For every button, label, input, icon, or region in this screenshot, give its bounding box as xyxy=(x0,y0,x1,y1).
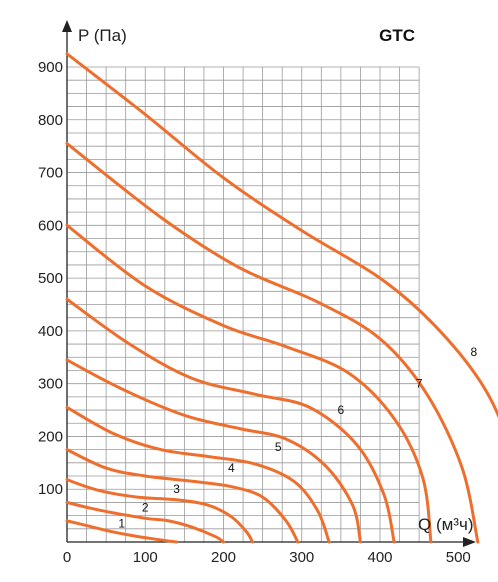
x-tick-label: 300 xyxy=(289,549,314,566)
curve-9 xyxy=(65,142,480,544)
y-tick-label: 200 xyxy=(38,428,63,445)
curve-label-7: 7 xyxy=(416,377,423,391)
x-axis-arrow xyxy=(463,537,476,547)
curve-label-2: 2 xyxy=(142,501,149,515)
x-axis-label: Q (м³ч) xyxy=(418,515,473,534)
curve-4 xyxy=(65,448,300,544)
curve-2 xyxy=(65,500,225,544)
curve-labels: 12345678910 xyxy=(118,345,478,531)
y-tick-label: 900 xyxy=(38,59,63,76)
curve-label-1: 1 xyxy=(118,517,125,531)
curve-label-3: 3 xyxy=(173,482,180,496)
x-tick-label: 400 xyxy=(367,549,392,566)
chart-title: GTC xyxy=(379,26,415,45)
curve-label-8: 8 xyxy=(471,345,478,359)
curve-10 xyxy=(65,52,498,419)
curves xyxy=(65,52,498,544)
curve-label-4: 4 xyxy=(228,461,235,475)
y-axis-arrow xyxy=(62,20,72,32)
x-tick-label: 0 xyxy=(63,549,71,566)
curve-6 xyxy=(65,358,362,544)
curve-label-5: 5 xyxy=(275,440,282,454)
x-tick-label: 500 xyxy=(446,549,471,566)
curve-1 xyxy=(65,519,179,544)
axes xyxy=(62,20,476,547)
curve-8 xyxy=(65,223,433,544)
y-tick-label: 500 xyxy=(38,270,63,287)
curve-5 xyxy=(65,405,331,544)
curve-label-6: 6 xyxy=(338,403,345,417)
y-tick-label: 400 xyxy=(38,323,63,340)
y-axis-label: P (Па) xyxy=(78,26,127,45)
y-tick-label: 700 xyxy=(38,165,63,182)
y-tick-labels: 100 200 300 400 500 600 700 800 900 xyxy=(38,59,63,498)
x-tick-label: 200 xyxy=(211,549,236,566)
x-tick-label: 100 xyxy=(133,549,158,566)
y-tick-label: 600 xyxy=(38,217,63,234)
y-tick-label: 300 xyxy=(38,376,63,393)
y-tick-label: 100 xyxy=(38,481,63,498)
y-tick-label: 800 xyxy=(38,112,63,129)
curve-3 xyxy=(65,478,254,544)
curve-7 xyxy=(65,297,396,544)
